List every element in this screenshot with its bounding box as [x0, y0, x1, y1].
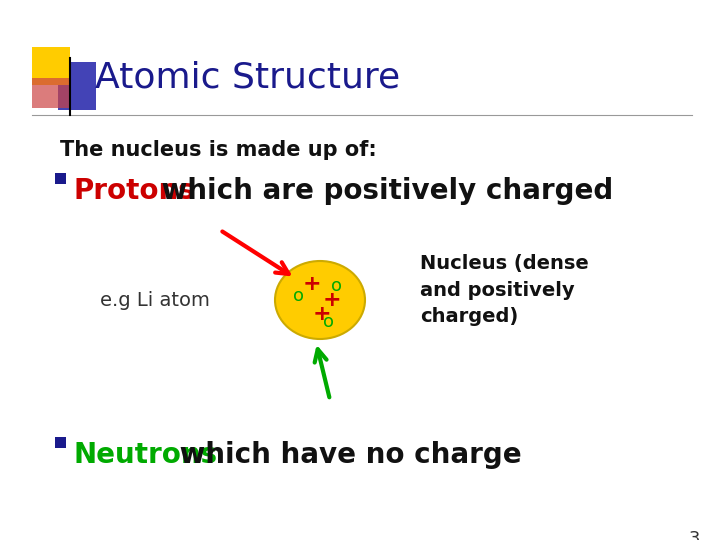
- Bar: [58, 62, 96, 110]
- Text: 3: 3: [688, 530, 700, 540]
- Text: Neutrons: Neutrons: [74, 441, 218, 469]
- Text: o: o: [330, 277, 341, 295]
- Text: Atomic Structure: Atomic Structure: [95, 60, 400, 94]
- Text: +: +: [323, 290, 341, 310]
- Text: which have no charge: which have no charge: [170, 441, 521, 469]
- Text: o: o: [292, 287, 304, 305]
- Text: which are positively charged: which are positively charged: [152, 177, 613, 205]
- Text: Nucleus (dense
and positively
charged): Nucleus (dense and positively charged): [420, 254, 589, 326]
- Text: +: +: [312, 304, 331, 324]
- Text: e.g Li atom: e.g Li atom: [100, 291, 210, 309]
- Bar: [32, 47, 70, 85]
- Ellipse shape: [275, 261, 365, 339]
- Text: Protons: Protons: [74, 177, 196, 205]
- Bar: [32, 78, 70, 108]
- Text: The nucleus is made up of:: The nucleus is made up of:: [60, 140, 377, 160]
- Text: o: o: [323, 313, 333, 331]
- Bar: [55, 437, 66, 448]
- Text: +: +: [302, 274, 321, 294]
- Bar: [55, 173, 66, 184]
